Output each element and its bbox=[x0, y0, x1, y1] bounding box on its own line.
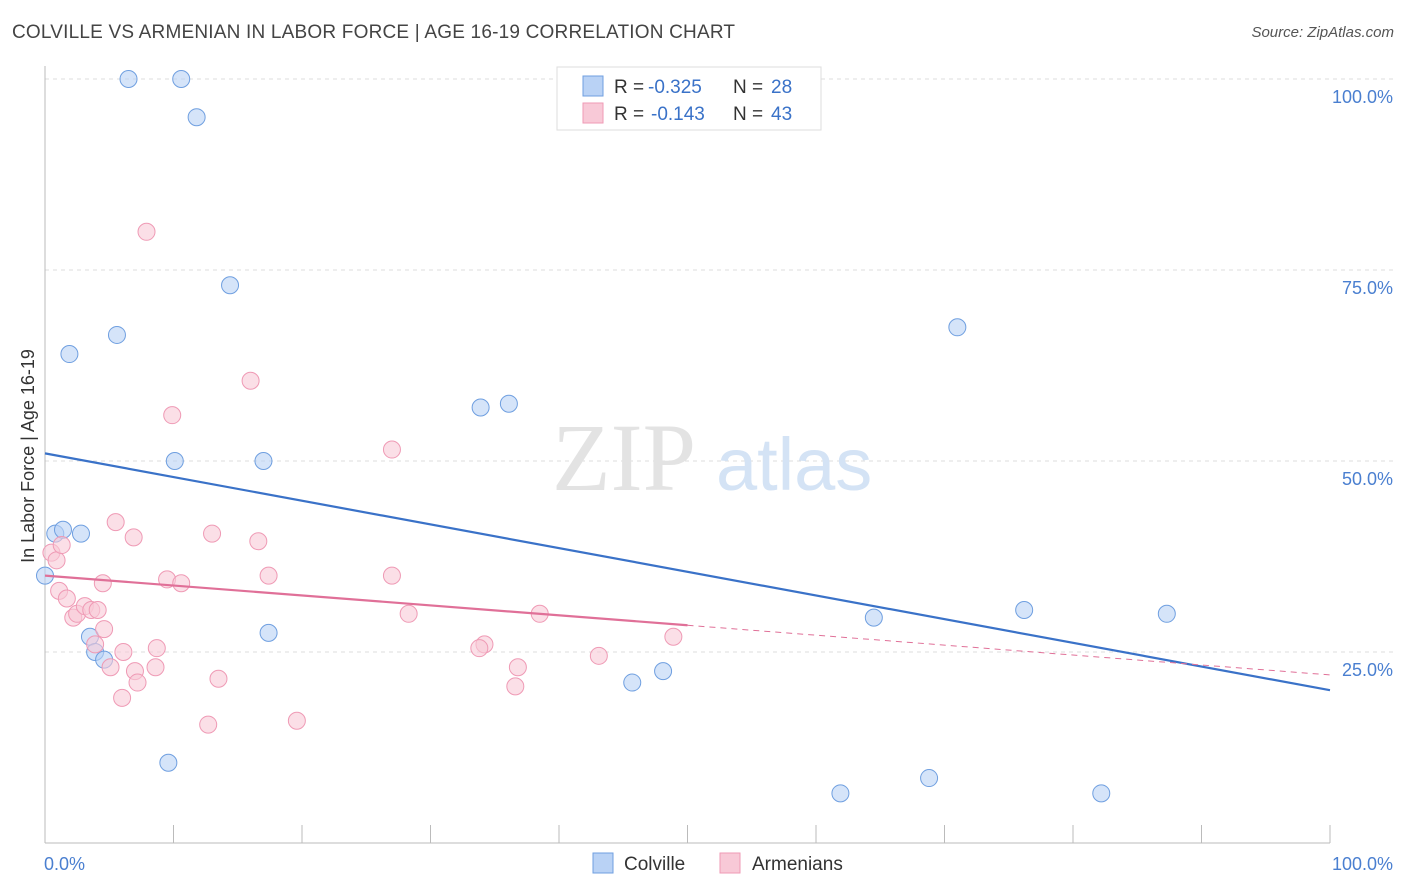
armenians-point-9 bbox=[203, 524, 222, 543]
armenians-point-8 bbox=[124, 528, 143, 547]
colville-point-12 bbox=[53, 520, 72, 539]
colville-n-value: 28 bbox=[771, 77, 792, 98]
colville-point-24 bbox=[1157, 604, 1176, 623]
x-tick-label-min: 0.0% bbox=[44, 854, 85, 874]
armenians-point-19 bbox=[86, 635, 105, 654]
armenians-r-label: R = bbox=[614, 104, 644, 125]
armenians-n-label: N = bbox=[733, 104, 763, 125]
chart-title: COLVILLE VS ARMENIAN IN LABOR FORCE | AG… bbox=[12, 22, 736, 43]
y-axis-label: In Labor Force | Age 16-19 bbox=[18, 349, 38, 563]
armenians-point-17 bbox=[88, 600, 107, 619]
colville-point-25 bbox=[1092, 784, 1111, 803]
legend-armenians-label: Armenians bbox=[752, 854, 843, 875]
armenians-n-value: 43 bbox=[771, 104, 792, 125]
colville-point-26 bbox=[920, 769, 939, 788]
chart-source: Source: ZipAtlas.com bbox=[1251, 24, 1394, 41]
colville-point-8 bbox=[471, 398, 490, 417]
colville-points bbox=[36, 70, 1176, 803]
armenians-point-23 bbox=[259, 566, 278, 585]
armenians-trend-line-extension bbox=[687, 624, 1331, 676]
colville-point-27 bbox=[831, 784, 850, 803]
armenians-point-5 bbox=[47, 551, 66, 570]
armenians-point-36 bbox=[128, 673, 147, 692]
y-tick-label-25: 25.0% bbox=[1342, 660, 1393, 680]
y-tick-label-75: 75.0% bbox=[1342, 278, 1393, 298]
armenians-r-value: -0.143 bbox=[651, 104, 705, 125]
colville-point-2 bbox=[187, 108, 206, 127]
armenians-points bbox=[42, 222, 683, 734]
colville-point-0 bbox=[119, 70, 138, 88]
armenians-point-2 bbox=[241, 371, 260, 390]
armenians-point-32 bbox=[147, 639, 166, 658]
armenians-point-34 bbox=[146, 658, 165, 677]
colville-point-10 bbox=[948, 318, 967, 337]
armenians-point-40 bbox=[113, 688, 132, 707]
colville-point-3 bbox=[221, 276, 240, 295]
watermark-atlas: atlas bbox=[716, 423, 872, 506]
armenians-trend-line bbox=[44, 574, 688, 627]
series-legend: Colville Armenians bbox=[592, 852, 843, 875]
armenians-point-24 bbox=[382, 566, 401, 585]
armenians-point-37 bbox=[209, 669, 228, 688]
x-tick-labels: 0.0% 100.0% bbox=[44, 854, 1393, 874]
colville-n-label: N = bbox=[733, 77, 763, 98]
armenians-point-0 bbox=[137, 222, 156, 241]
colville-point-9 bbox=[499, 394, 518, 413]
armenians-point-41 bbox=[199, 715, 218, 734]
colville-point-19 bbox=[159, 753, 178, 772]
colville-point-4 bbox=[107, 325, 126, 344]
trend-lines bbox=[44, 452, 1331, 692]
colville-trend-line bbox=[44, 452, 1331, 692]
armenians-point-18 bbox=[95, 620, 114, 639]
colville-point-18 bbox=[259, 623, 278, 642]
colville-r-label: R = bbox=[614, 77, 644, 98]
colville-point-22 bbox=[864, 608, 883, 627]
colville-point-13 bbox=[71, 524, 90, 543]
armenians-legend-swatch bbox=[582, 102, 604, 124]
armenians-point-10 bbox=[249, 532, 268, 551]
armenians-point-29 bbox=[589, 646, 608, 665]
x-tick-label-max: 100.0% bbox=[1332, 854, 1393, 874]
legend-colville-swatch bbox=[592, 852, 614, 874]
colville-point-21 bbox=[654, 662, 673, 681]
armenians-point-7 bbox=[106, 513, 125, 532]
armenians-point-22 bbox=[172, 574, 191, 593]
colville-r-value: -0.325 bbox=[648, 77, 702, 98]
armenians-point-1 bbox=[163, 406, 182, 425]
armenians-point-12 bbox=[57, 589, 76, 608]
colville-point-7 bbox=[254, 452, 273, 470]
watermark-zip: ZIP bbox=[552, 404, 696, 511]
armenians-point-42 bbox=[287, 711, 306, 730]
armenians-point-6 bbox=[52, 536, 71, 555]
colville-point-6 bbox=[165, 452, 184, 470]
legend-colville-label: Colville bbox=[624, 854, 685, 875]
colville-point-23 bbox=[1015, 600, 1034, 619]
axes bbox=[44, 66, 1331, 844]
y-tick-labels: 25.0% 50.0% 75.0% 100.0% bbox=[1332, 87, 1393, 680]
armenians-point-20 bbox=[93, 574, 112, 593]
colville-point-1 bbox=[172, 70, 191, 88]
y-tick-label-50: 50.0% bbox=[1342, 469, 1393, 489]
y-tick-label-100: 100.0% bbox=[1332, 87, 1393, 107]
armenians-point-30 bbox=[664, 627, 683, 646]
legend-armenians-swatch bbox=[719, 852, 741, 874]
armenians-point-31 bbox=[114, 643, 133, 661]
armenians-point-28 bbox=[470, 639, 489, 658]
grid bbox=[45, 78, 1393, 653]
colville-point-20 bbox=[623, 673, 642, 692]
armenians-point-39 bbox=[506, 677, 525, 696]
armenians-point-38 bbox=[508, 658, 527, 677]
colville-point-5 bbox=[60, 345, 79, 364]
colville-legend-swatch bbox=[582, 75, 604, 97]
armenians-point-35 bbox=[101, 658, 120, 677]
stats-legend: R = -0.325 N = 28 R = -0.143 N = 43 bbox=[556, 66, 822, 131]
armenians-point-25 bbox=[399, 604, 418, 623]
armenians-point-3 bbox=[382, 440, 401, 459]
